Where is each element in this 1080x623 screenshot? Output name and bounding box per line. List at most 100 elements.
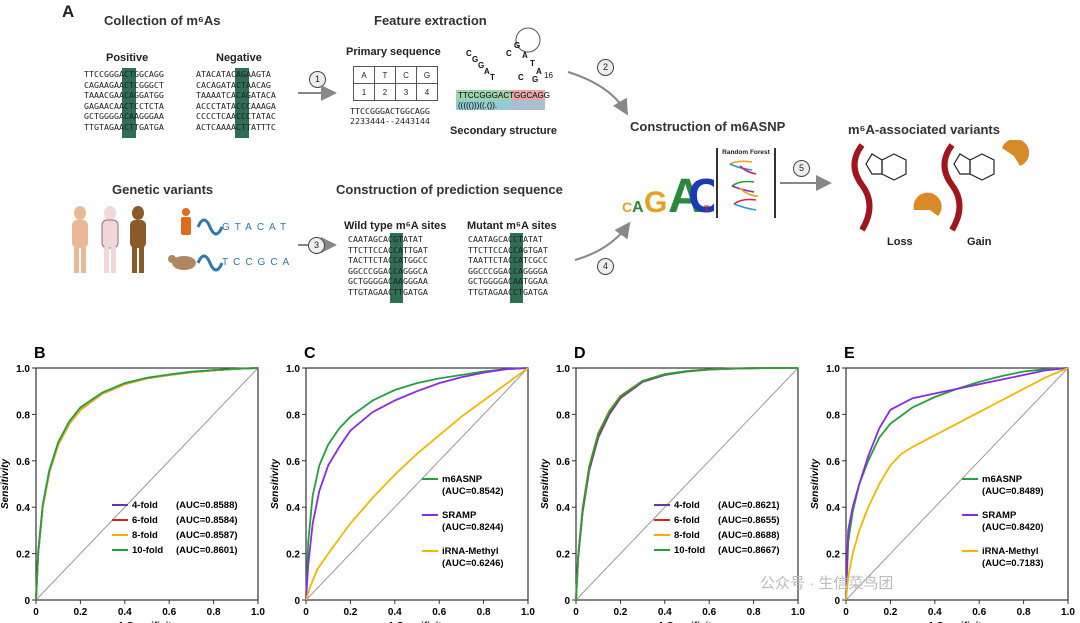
- x-tick-label: 0.4: [388, 607, 402, 618]
- x-tick-label: 0.2: [613, 607, 627, 618]
- y-tick-label: 1.0: [16, 364, 30, 375]
- sequence-line: TAAAATCACAGATACA: [196, 90, 276, 101]
- random-forest-trees: [729, 160, 759, 211]
- y-tick-label: 0.6: [16, 457, 30, 468]
- human-figures: [72, 206, 146, 273]
- y-tick-label: 0.6: [826, 457, 840, 468]
- x-axis-label: 1-Specificity: [658, 621, 717, 623]
- arrow-step-4: [574, 221, 631, 261]
- svg-text:A: A: [536, 67, 542, 76]
- sequence-logo: C A G A C T: [622, 170, 714, 220]
- flow-arrows: [298, 71, 832, 261]
- collection-title: Collection of m⁶As: [104, 13, 221, 28]
- wildtype-label: Wild type m⁶A sites: [344, 220, 447, 232]
- adenine-gain: [953, 153, 995, 181]
- y-tick-label: 1.0: [556, 364, 570, 375]
- legend-label: m6ASNP: [442, 474, 483, 485]
- y-axis-label: Sensitivity: [0, 459, 11, 509]
- svg-text:T: T: [530, 59, 535, 68]
- step-5-badge: 5: [793, 160, 810, 177]
- x-tick-label: 1.0: [251, 607, 265, 618]
- reader-protein-gain: [1002, 140, 1030, 166]
- roc-curve-10-fold: [35, 367, 259, 601]
- random-forest-box: Random Forest: [716, 148, 776, 218]
- legend-auc: (AUC=0.8420): [982, 522, 1044, 533]
- plot-frame: [35, 367, 259, 601]
- reader-protein-loss: [913, 192, 942, 216]
- loss-label: Loss: [887, 236, 913, 248]
- sequence-line: TTCCGGGACTGGCAGG: [84, 69, 164, 79]
- svg-text:G: G: [472, 55, 478, 64]
- sequence-line: TTGTAGAACCTGATGA: [468, 286, 548, 297]
- sequence-line: CAATAGCACGTATAT: [348, 234, 423, 244]
- person-icon: [181, 208, 191, 235]
- svg-text:T: T: [490, 73, 495, 82]
- wildtype-highlight-column: [390, 233, 403, 303]
- svg-text:C: C: [518, 73, 524, 82]
- svg-text:C: C: [466, 49, 472, 58]
- prediction-title: Construction of prediction sequence: [336, 182, 563, 197]
- legend-auc: (AUC=0.8601): [176, 545, 238, 556]
- x-tick-label: 0.8: [1017, 607, 1031, 618]
- x-tick-label: 0.2: [73, 607, 87, 618]
- construction-title: Construction of m6ASNP: [630, 119, 786, 134]
- y-axis-label: Sensitivity: [540, 459, 551, 509]
- x-tick-label: 0.8: [477, 607, 491, 618]
- sequence-line: TTGTAGAACTTGATGA: [84, 121, 164, 132]
- y-tick-label: 0.2: [16, 550, 30, 561]
- sequence-line: CACAGATACTAACAG: [196, 79, 271, 90]
- legend-label: 4-fold: [674, 500, 700, 511]
- x-tick-label: 1.0: [521, 607, 535, 618]
- panel-letter: B: [34, 345, 46, 362]
- legend-auc: (AUC=0.6246): [442, 558, 504, 569]
- legend-label: SRAMP: [442, 510, 477, 521]
- mutant-label: Mutant m⁶A sites: [467, 220, 557, 232]
- y-tick-label: 0.4: [826, 503, 840, 514]
- legend-label: 6-fold: [132, 515, 158, 526]
- plot-frame: [305, 367, 529, 601]
- x-tick-label: 0.6: [432, 607, 446, 618]
- roc-curve-irna-methyl: [305, 367, 529, 601]
- negative-sequences: ATACATACAGAAGTA CACAGATACTAACAG TAAAATCACA…: [196, 69, 276, 133]
- roc-curve-sramp: [845, 367, 1069, 601]
- legend-auc: (AUC=0.8655): [718, 515, 780, 526]
- legend-auc: (AUC=0.8587): [176, 530, 238, 541]
- x-tick-label: 0.2: [343, 607, 357, 618]
- svg-text:A: A: [668, 170, 703, 220]
- x-tick-label: 0.6: [702, 607, 716, 618]
- legend-auc: (AUC=0.8244): [442, 522, 504, 533]
- variants-illustration: [851, 140, 1030, 232]
- y-tick-label: 0.2: [826, 550, 840, 561]
- y-axis-label: Sensitivity: [270, 459, 281, 509]
- positive-label: Positive: [106, 52, 149, 64]
- svg-text:A: A: [632, 199, 644, 216]
- x-tick-label: 0.4: [658, 607, 672, 618]
- legend-auc: (AUC=0.8584): [176, 515, 238, 526]
- legend-label: 10-fold: [132, 545, 163, 556]
- roc-curve-sramp: [305, 367, 529, 601]
- sequence-line: GGCCCGGACCAGGGGA: [468, 265, 548, 276]
- y-tick-label: 0.8: [826, 410, 840, 421]
- svg-text:A: A: [522, 51, 528, 60]
- x-axis-label: 1-Specificity: [928, 621, 987, 623]
- sequence-line: GGCCCGGACCAGGGCA: [348, 265, 428, 276]
- plot-frame: [575, 367, 799, 601]
- primary-code-text: 2233444--2443144: [350, 116, 430, 126]
- svg-text:G: G: [644, 186, 667, 219]
- adenine-loss: [865, 153, 907, 181]
- random-forest-label: Random Forest: [722, 149, 770, 156]
- x-tick-label: 0.8: [207, 607, 221, 618]
- svg-text:G: G: [478, 61, 484, 70]
- step-3-badge: 3: [308, 237, 325, 254]
- chance-diagonal: [575, 367, 799, 601]
- sequence-line: TTCTTCCACCATTGAT: [348, 244, 428, 255]
- y-axis-label: Sensitivity: [810, 459, 821, 509]
- panel-letter: D: [574, 345, 586, 362]
- gain-label: Gain: [967, 236, 992, 248]
- positive-highlight-column: [122, 68, 136, 138]
- x-axis-label: 1-Specificity: [388, 621, 447, 623]
- legend-auc: (AUC=0.7183): [982, 558, 1044, 569]
- roc-panel-d: D 0 0.2 0.4 0.6 0.8 1.0 0 0.2 0.4 0.6 0.8 1.0 1-Speci…: [540, 345, 805, 623]
- y-tick-label: 0.2: [286, 550, 300, 561]
